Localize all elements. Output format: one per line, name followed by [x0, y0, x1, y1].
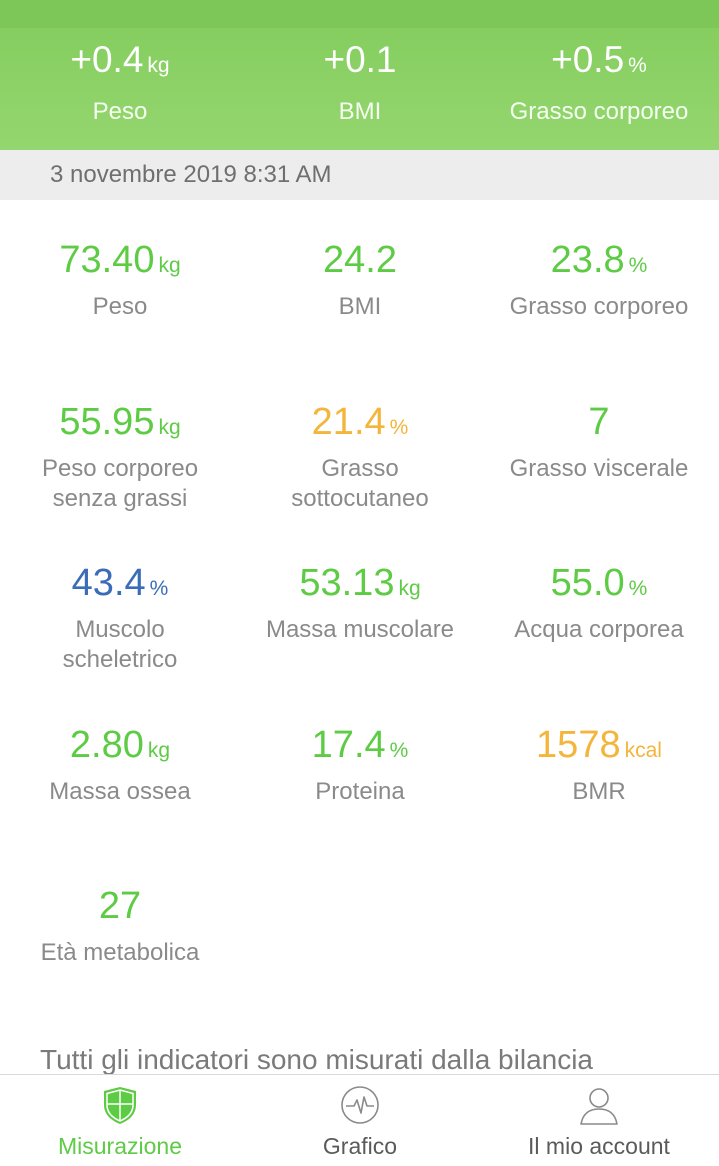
- metric-skeletal-muscle[interactable]: 43.4% Muscolo scheletrico: [0, 559, 240, 675]
- user-icon: [580, 1088, 618, 1125]
- summary-weight-value: +0.4: [70, 39, 144, 80]
- metric-label: BMI: [338, 293, 382, 320]
- metric-value: 1578: [536, 724, 621, 766]
- bottom-navigation: Misurazione Grafico Il mio account: [0, 1074, 719, 1166]
- summary-weight: +0.4 kg Peso: [0, 36, 240, 130]
- metric-unit: %: [389, 739, 409, 762]
- metric-unit: %: [628, 577, 648, 600]
- nav-label: Grafico: [322, 1133, 398, 1159]
- nav-label: Misurazione: [58, 1133, 182, 1159]
- metric-label: Grasso viscerale: [509, 455, 689, 482]
- metric-label: Massa muscolare: [265, 616, 455, 643]
- metric-label: Peso: [92, 293, 148, 320]
- summary-weight-label: Peso: [92, 98, 148, 125]
- metric-label: Muscolo scheletrico: [62, 616, 178, 673]
- metric-unit: kg: [398, 577, 421, 600]
- nav-tab-chart[interactable]: Grafico: [240, 1075, 480, 1166]
- summary-body-fat-value-row: +0.5%: [479, 36, 719, 84]
- metric-visceral-fat[interactable]: 7 Grasso viscerale: [479, 398, 719, 484]
- metric-unit: kg: [147, 739, 171, 762]
- metric-unit: %: [389, 416, 409, 439]
- metric-value: 23.8: [550, 239, 625, 281]
- metric-bmr[interactable]: 1578 kcal BMR: [479, 721, 719, 807]
- metric-unit: kg: [158, 254, 181, 277]
- summary-body-fat-value: +0.5: [551, 39, 625, 80]
- metric-body-fat[interactable]: 23.8% Grasso corporeo: [479, 236, 719, 322]
- status-strip: [0, 0, 719, 28]
- nav-tab-measurement[interactable]: Misurazione: [0, 1075, 240, 1166]
- summary-header: +0.4 kg Peso +0.1 BMI +0.5% Grasso corpor…: [0, 0, 719, 150]
- shield-icon: [104, 1087, 136, 1124]
- metric-label: Grasso sottocutaneo: [291, 455, 429, 512]
- metric-unit: %: [628, 254, 648, 277]
- measurement-footnote: Tutti gli indicatori sono misurati dalla…: [40, 1044, 593, 1074]
- summary-body-fat: +0.5% Grasso corporeo: [479, 36, 719, 130]
- metric-label: BMR: [572, 778, 626, 805]
- measurement-date: 3 novembre 2019 8:31 AM: [0, 150, 719, 200]
- summary-bmi: +0.1 BMI: [240, 36, 480, 130]
- metric-label: Massa ossea: [49, 778, 191, 805]
- summary-body-fat-label: Grasso corporeo: [509, 98, 689, 125]
- summary-body-fat-unit: %: [628, 54, 647, 77]
- metric-metabolic-age[interactable]: 27 Età metabolica: [0, 882, 240, 968]
- metric-label: Acqua corporea: [514, 616, 684, 643]
- metric-label: Grasso corporeo: [509, 293, 689, 320]
- nav-tab-account[interactable]: Il mio account: [479, 1075, 719, 1166]
- summary-weight-value-row: +0.4 kg: [0, 36, 240, 84]
- metric-bone-mass[interactable]: 2.80 kg Massa ossea: [0, 721, 240, 807]
- metric-bmi[interactable]: 24.2 BMI: [240, 236, 480, 322]
- metric-value: 55.0: [550, 562, 625, 604]
- pulse-icon: [341, 1086, 379, 1124]
- metric-protein[interactable]: 17.4% Proteina: [240, 721, 480, 807]
- nav-label: Il mio account: [528, 1133, 670, 1159]
- metric-unit: kg: [158, 416, 181, 439]
- metric-muscle-mass[interactable]: 53.13 kg Massa muscolare: [240, 559, 480, 645]
- metric-value: 73.40: [59, 239, 155, 281]
- metric-subcutaneous-fat[interactable]: 21.4% Grasso sottocutaneo: [240, 398, 480, 514]
- metric-body-water[interactable]: 55.0% Acqua corporea: [479, 559, 719, 645]
- metric-label: Età metabolica: [40, 939, 200, 966]
- summary-bmi-value-row: +0.1: [240, 36, 480, 84]
- summary-weight-unit: kg: [147, 54, 170, 77]
- metric-value: 7: [588, 401, 610, 443]
- metric-value: 17.4: [311, 724, 386, 766]
- metric-value: 27: [98, 885, 142, 927]
- metric-unit: kcal: [624, 739, 662, 762]
- summary-bmi-label: BMI: [338, 98, 382, 125]
- metric-weight[interactable]: 73.40 kg Peso: [0, 236, 240, 322]
- metric-value: 55.95: [59, 401, 155, 443]
- metric-value: 43.4: [71, 562, 146, 604]
- metric-value: 2.80: [69, 724, 144, 766]
- metric-lean-mass[interactable]: 55.95 kg Peso corporeo senza grassi: [0, 398, 240, 514]
- metric-value: 53.13: [299, 562, 395, 604]
- summary-bmi-value: +0.1: [323, 39, 397, 80]
- metric-value: 21.4: [311, 401, 386, 443]
- metric-value: 24.2: [323, 239, 397, 281]
- metric-label: Proteina: [315, 778, 405, 805]
- metric-unit: %: [149, 577, 169, 600]
- metric-label: Peso corporeo senza grassi: [41, 455, 199, 512]
